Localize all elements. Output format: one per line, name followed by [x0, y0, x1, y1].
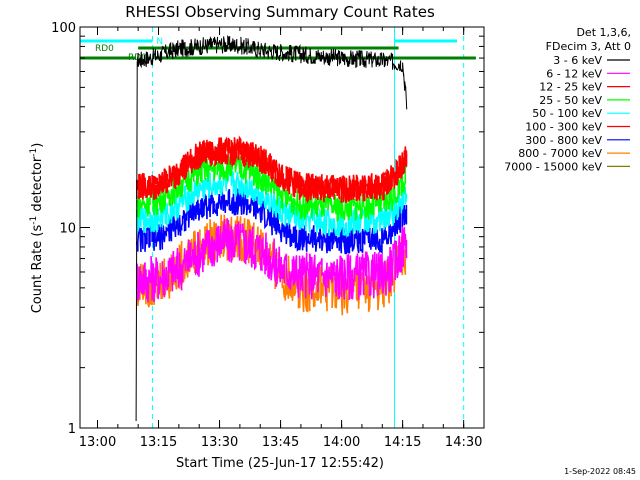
legend-label-6: 300 - 800 keV: [525, 134, 602, 147]
legend-header-line-1: Det 1,3,6,: [576, 26, 631, 39]
series-3-trace: [136, 153, 408, 222]
y-tick-label-1: 10: [59, 222, 76, 237]
legend-label-8: 7000 - 15000 keV: [504, 160, 602, 173]
legend-label-5: 100 - 300 keV: [525, 121, 602, 134]
chart-title: RHESSI Observing Summary Count Rates: [125, 3, 435, 21]
legend-label-2: 12 - 25 keV: [539, 81, 602, 94]
series-5-trace: [136, 135, 408, 204]
flag-label-n: N: [156, 37, 163, 47]
y-axis-label: Count Rate (s-1 detector-1): [29, 143, 45, 314]
x-tick-label-6: 14:30: [445, 435, 482, 450]
x-tick-label-4: 14:00: [323, 435, 360, 450]
legend-label-0: 3 - 6 keV: [553, 54, 602, 67]
legend-label-1: 6 - 12 keV: [546, 67, 602, 80]
x-tick-label-1: 13:15: [140, 435, 177, 450]
rd0-label-upper: RD0: [95, 44, 114, 54]
y-tick-label-0: 1: [68, 422, 76, 437]
generation-timestamp: 1-Sep-2022 08:45: [564, 467, 636, 476]
x-axis-label: Start Time (25-Jun-17 12:55:42): [176, 456, 384, 471]
legend-label-7: 800 - 7000 keV: [518, 147, 602, 160]
legend-header-line-2: FDecim 3, Att 0: [546, 40, 631, 53]
x-tick-label-2: 13:30: [201, 435, 238, 450]
axes: 13:00 13:15 13:30 13:45 14:00 14:15 14:30 1 10 10…: [51, 21, 485, 450]
x-tick-label-0: 13:00: [79, 435, 116, 450]
y-tick-label-2: 100: [51, 21, 76, 36]
series-1-trace: [136, 218, 408, 303]
x-tick-label-5: 14:15: [384, 435, 421, 450]
legend-label-4: 50 - 100 keV: [532, 107, 602, 120]
x-tick-label-3: 13:45: [262, 435, 299, 450]
series-0-trace: [135, 34, 408, 421]
legend-label-3: 25 - 50 keV: [539, 94, 602, 107]
series-6-trace: [136, 187, 408, 255]
